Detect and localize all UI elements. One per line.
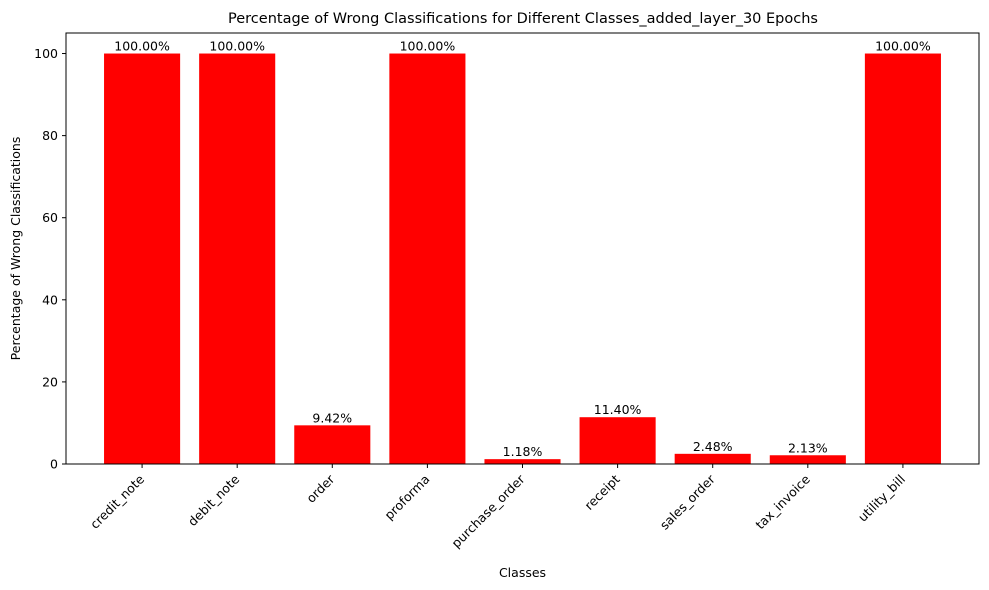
y-tick-label-60: 60 (42, 210, 58, 225)
x-tick-label-credit_note: credit_note (87, 471, 147, 531)
x-tick-label-sales_order: sales_order (657, 471, 719, 533)
data-label-purchase_order: 1.18% (503, 444, 543, 459)
bar-debit_note (199, 53, 276, 465)
x-tick-label-receipt: receipt (581, 471, 622, 512)
x-tick-label-order: order (303, 471, 338, 506)
data-labels-group: 100.00% 100.00% 9.42% 100.00% 1.18% 11.40% 2.4… (114, 39, 931, 460)
y-tick-label-0: 0 (50, 457, 58, 472)
x-tick-label-purchase_order: purchase_order (448, 471, 528, 551)
bar-credit_note (104, 53, 181, 465)
bar-utility_bill (864, 53, 941, 465)
x-tick-label-proforma: proforma (381, 472, 432, 523)
bar-tax_invoice (769, 455, 846, 464)
data-label-tax_invoice: 2.13% (788, 440, 828, 455)
y-tick-label-80: 80 (42, 128, 58, 143)
bars-group (104, 53, 941, 465)
data-label-order: 9.42% (312, 410, 352, 425)
data-label-sales_order: 2.48% (693, 439, 733, 454)
x-tick-label-utility_bill: utility_bill (855, 472, 908, 525)
y-tick-label-20: 20 (42, 374, 58, 389)
x-tick-label-debit_note: debit_note (185, 471, 243, 529)
x-axis: credit_note debit_note order proforma purcha… (87, 464, 908, 551)
data-label-utility_bill: 100.00% (875, 39, 931, 54)
bar-order (294, 425, 371, 464)
y-tick-label-40: 40 (42, 292, 58, 307)
chart-title: Percentage of Wrong Classifications for … (228, 11, 818, 27)
y-tick-label-100: 100 (34, 46, 58, 61)
bar-sales_order (674, 453, 751, 464)
x-tick-label-tax_invoice: tax_invoice (752, 471, 813, 532)
x-axis-label: Classes (499, 565, 546, 580)
data-label-receipt: 11.40% (594, 402, 642, 417)
y-axis: 0 20 40 60 80 100 (34, 46, 66, 472)
bar-receipt (579, 417, 656, 464)
plot-frame (65, 32, 980, 465)
data-label-credit_note: 100.00% (114, 39, 170, 54)
y-axis-label: Percentage of Wrong Classifications (8, 137, 23, 361)
data-label-debit_note: 100.00% (209, 39, 265, 54)
bar-proforma (389, 53, 466, 465)
bar-purchase_order (484, 459, 561, 464)
data-label-proforma: 100.00% (400, 39, 456, 54)
